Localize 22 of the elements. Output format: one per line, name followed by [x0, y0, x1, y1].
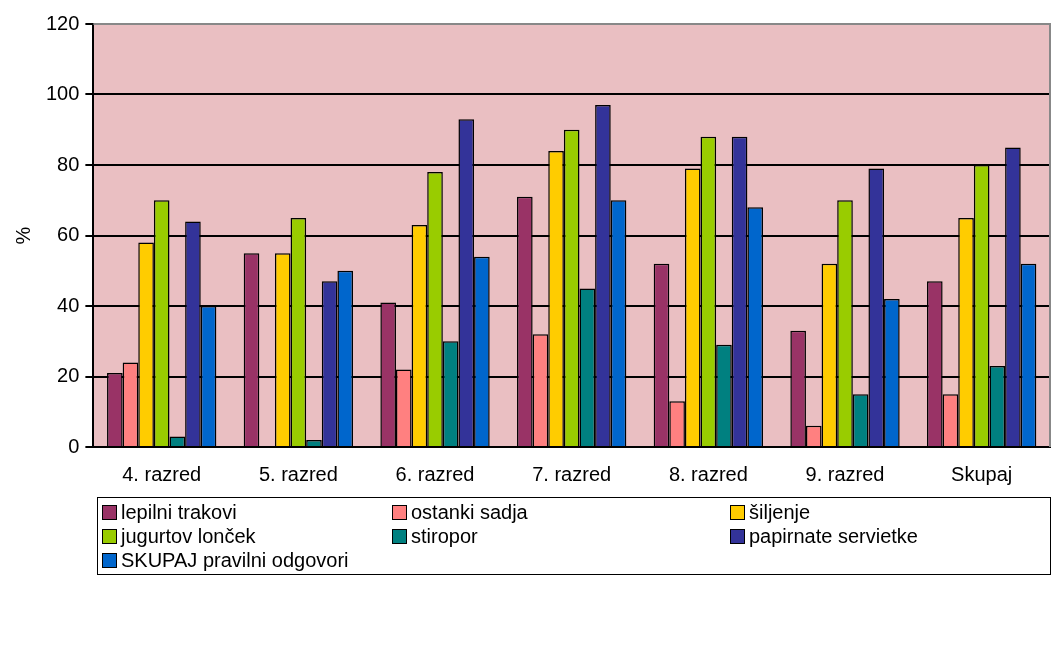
x-tick-label: Skupaj	[951, 462, 1013, 485]
y-tick-label: 120	[45, 11, 80, 34]
legend-label: papirnate servietke	[748, 524, 919, 548]
x-tick-label: 7. razred	[532, 462, 612, 485]
x-tick-label: 4. razred	[122, 462, 202, 485]
legend-label: stiropor	[410, 524, 479, 548]
legend-label: jugurtov lonček	[119, 524, 257, 548]
legend-label: lepilni trakovi	[120, 500, 238, 524]
legend-label: šiljenje	[748, 500, 812, 524]
x-tick-label: 9. razred	[805, 462, 885, 485]
legend-label: SKUPAJ pravilni odgovori	[120, 548, 350, 572]
y-tick-label: 0	[68, 434, 80, 457]
x-tick-label: 5. razred	[258, 462, 338, 485]
y-tick-label: 60	[57, 223, 80, 246]
y-tick-label: 40	[57, 293, 80, 316]
y-axis-title: %	[11, 226, 34, 245]
y-tick-label: 20	[57, 364, 80, 387]
x-tick-label: 6. razred	[395, 462, 475, 485]
y-tick-label: 80	[57, 152, 80, 175]
y-tick-label: 100	[45, 82, 80, 105]
legend-label: ostanki sadja	[410, 500, 529, 524]
x-tick-label: 8. razred	[668, 462, 748, 485]
